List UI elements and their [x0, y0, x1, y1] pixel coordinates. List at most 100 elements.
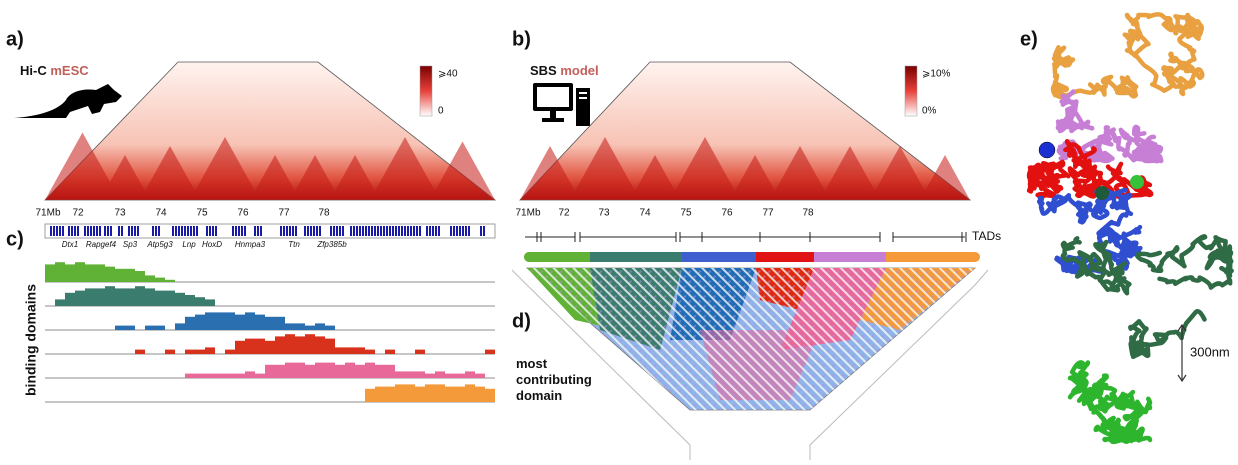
bar	[415, 371, 425, 378]
gene	[419, 226, 421, 236]
caption-line: most	[516, 356, 548, 371]
gene-label: Lnp	[182, 240, 196, 249]
gene	[71, 226, 73, 236]
gene	[181, 226, 183, 236]
bar	[165, 291, 175, 306]
gene	[333, 226, 335, 236]
colorbar-min: 0%	[922, 106, 937, 117]
gene	[359, 226, 361, 236]
gene	[172, 226, 174, 236]
gene	[96, 226, 98, 236]
bar	[315, 323, 325, 330]
gene	[193, 226, 195, 236]
gene	[383, 226, 385, 236]
bar	[335, 347, 345, 354]
gene	[286, 226, 288, 236]
tad-track	[525, 232, 966, 242]
gene	[407, 226, 409, 236]
gene	[107, 226, 109, 236]
bar	[485, 389, 495, 402]
gene	[456, 226, 458, 236]
title-part: Hi-C	[20, 63, 47, 78]
chain	[1160, 241, 1232, 288]
bar	[165, 350, 175, 354]
bar	[405, 371, 415, 378]
bar	[125, 326, 135, 330]
panel-label: e)	[1020, 28, 1038, 50]
bar	[75, 262, 85, 282]
gene	[292, 226, 294, 236]
gene	[134, 226, 136, 236]
gene	[178, 226, 180, 236]
gene-label: HoxD	[202, 240, 222, 249]
bar	[315, 336, 325, 354]
bar	[135, 286, 145, 306]
gene	[365, 226, 367, 236]
gene	[215, 226, 217, 236]
bar	[85, 264, 95, 282]
bar	[265, 341, 275, 354]
bar	[245, 339, 255, 354]
gene	[398, 226, 400, 236]
bar	[445, 387, 455, 402]
bar	[135, 350, 145, 354]
gene	[374, 226, 376, 236]
bar	[445, 374, 455, 378]
panel-label: c)	[6, 228, 24, 250]
chain	[1058, 92, 1092, 132]
gene	[53, 226, 55, 236]
contribution-map	[512, 268, 988, 460]
gene	[93, 226, 95, 236]
bar	[385, 365, 395, 378]
gene	[362, 226, 364, 236]
bar	[345, 347, 355, 354]
bar	[245, 371, 255, 378]
gene	[184, 226, 186, 236]
axis-tick-label: 73	[598, 208, 610, 219]
panel-title: SBS model	[530, 63, 599, 78]
axis-tick-label: 71Mb	[515, 208, 540, 219]
gene	[283, 226, 285, 236]
bar	[315, 363, 325, 378]
bar	[255, 339, 265, 354]
gene	[459, 226, 461, 236]
gene	[353, 226, 355, 236]
domain-bar	[524, 252, 980, 262]
gene	[84, 226, 86, 236]
gene	[50, 226, 52, 236]
bar	[115, 269, 125, 282]
bar	[365, 389, 375, 402]
bar	[385, 350, 395, 354]
bar	[275, 336, 285, 354]
gene-label: Rapgef4	[86, 240, 117, 249]
mouse-icon	[14, 84, 122, 118]
bead	[1095, 186, 1109, 200]
gene	[438, 226, 440, 236]
bar	[185, 295, 195, 306]
gene	[289, 226, 291, 236]
bar	[255, 374, 265, 378]
axis-tick-label: 77	[278, 208, 290, 219]
gene	[304, 226, 306, 236]
bar	[475, 374, 485, 378]
gene	[137, 226, 139, 236]
bar	[105, 267, 115, 282]
caption-line: domain	[516, 388, 562, 403]
gene	[212, 226, 214, 236]
axis-tick-label: 78	[318, 208, 330, 219]
gene	[74, 226, 76, 236]
gene	[395, 226, 397, 236]
gene	[432, 226, 434, 236]
axis-tick-label: 77	[762, 208, 774, 219]
gene	[241, 226, 243, 236]
gene	[131, 226, 133, 236]
bar	[195, 297, 205, 306]
bead	[1130, 175, 1144, 189]
colorbar-max: ⩾10%	[922, 69, 951, 80]
gene	[190, 226, 192, 236]
bar	[295, 336, 305, 354]
bar	[305, 365, 315, 378]
axis-tick-label: 78	[802, 208, 814, 219]
gene	[121, 226, 123, 236]
